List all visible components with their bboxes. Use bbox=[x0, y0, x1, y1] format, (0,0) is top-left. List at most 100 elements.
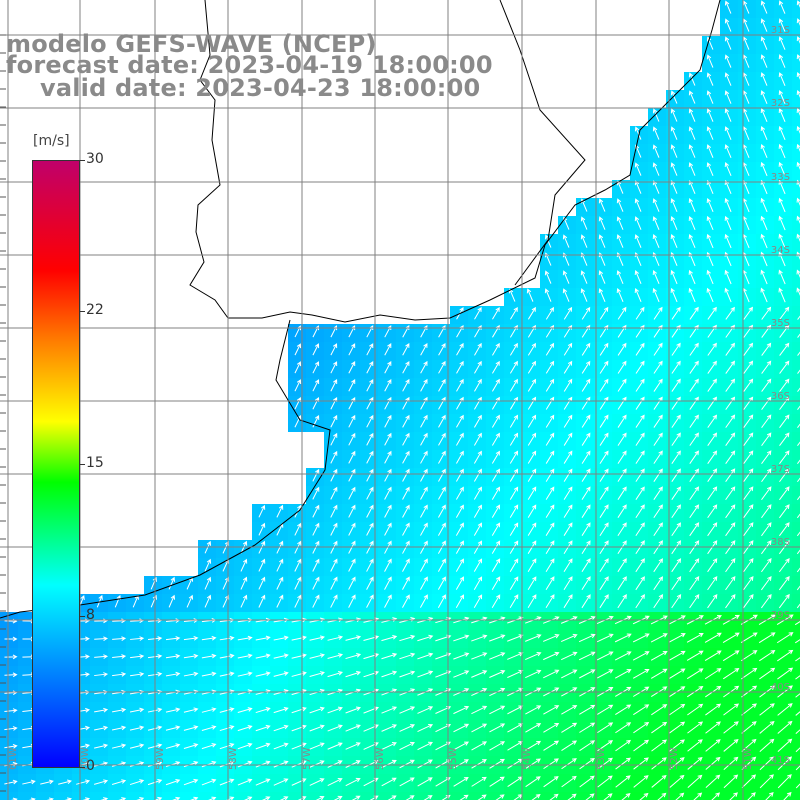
wind-arrow bbox=[94, 707, 109, 713]
wind-arrow bbox=[633, 757, 649, 770]
wind-arrow bbox=[455, 486, 464, 500]
wind-arrow bbox=[581, 576, 591, 591]
wind-arrow bbox=[453, 723, 470, 733]
wind-arrow bbox=[240, 540, 248, 554]
wind-arrow bbox=[491, 414, 500, 428]
wind-arrow bbox=[797, 387, 800, 392]
wind-arrow bbox=[453, 705, 470, 715]
wind-arrow bbox=[706, 162, 714, 176]
wind-arrow bbox=[240, 576, 248, 590]
wind-arrow bbox=[417, 777, 433, 787]
wind-arrow bbox=[402, 343, 410, 356]
colorbar bbox=[32, 160, 80, 768]
wind-arrow bbox=[652, 287, 660, 303]
wind-arrow bbox=[183, 761, 199, 768]
wind-arrow bbox=[384, 378, 392, 392]
wind-arrow bbox=[165, 636, 181, 641]
wind-arrow bbox=[438, 486, 446, 500]
wind-arrow bbox=[312, 558, 320, 572]
wind-arrow bbox=[455, 504, 464, 518]
wind-cell bbox=[288, 792, 306, 800]
colorbar-tick-label: 0 bbox=[86, 758, 95, 774]
wind-arrow bbox=[723, 721, 739, 734]
wind-arrow bbox=[761, 468, 772, 483]
wind-arrow bbox=[489, 723, 506, 733]
wind-arrow bbox=[761, 306, 772, 320]
wind-arrow bbox=[581, 558, 591, 573]
wind-arrow bbox=[671, 594, 682, 609]
wind-arrow bbox=[669, 703, 686, 716]
wind-arrow bbox=[599, 360, 609, 374]
wind-arrow bbox=[634, 198, 642, 212]
wind-arrow bbox=[688, 144, 696, 158]
wind-arrow bbox=[312, 594, 320, 608]
wind-cell bbox=[144, 792, 162, 800]
wind-cell bbox=[792, 594, 800, 612]
wind-arrow bbox=[722, 650, 740, 662]
wind-arrow bbox=[634, 216, 642, 230]
wind-arrow bbox=[294, 361, 302, 374]
wind-arrow bbox=[438, 504, 446, 518]
lagoon-coast bbox=[499, 0, 586, 286]
wind-arrow bbox=[525, 651, 542, 660]
wind-arrow bbox=[279, 796, 289, 800]
wind-cell bbox=[792, 180, 800, 198]
wind-arrow bbox=[563, 576, 573, 591]
wind-arrow bbox=[688, 198, 696, 212]
wind-arrow bbox=[599, 396, 609, 410]
wind-arrow bbox=[561, 705, 578, 715]
wind-arrow bbox=[797, 423, 800, 428]
wind-arrow bbox=[455, 594, 465, 608]
wind-cell bbox=[792, 612, 800, 630]
wind-arrow bbox=[244, 796, 253, 800]
wind-arrow bbox=[653, 414, 663, 428]
wind-cell bbox=[738, 792, 756, 800]
wind-arrow bbox=[297, 796, 307, 800]
wind-arrow bbox=[333, 795, 343, 800]
wind-arrow bbox=[743, 468, 754, 483]
wind-arrow bbox=[760, 287, 768, 303]
wind-arrow bbox=[384, 343, 392, 356]
wind-arrow bbox=[688, 72, 696, 86]
wind-arrow bbox=[330, 594, 338, 608]
wind-arrow bbox=[542, 634, 560, 642]
wind-arrow bbox=[456, 342, 464, 356]
wind-arrow bbox=[725, 306, 735, 320]
wind-arrow bbox=[797, 459, 800, 465]
wind-arrow bbox=[4, 708, 18, 713]
wind-arrow bbox=[689, 504, 700, 519]
wind-arrow bbox=[671, 306, 681, 320]
wind-cell bbox=[792, 396, 800, 414]
wind-arrow bbox=[201, 653, 217, 659]
wind-arrow bbox=[688, 90, 696, 104]
wind-arrow bbox=[743, 432, 754, 446]
wind-arrow bbox=[330, 486, 338, 500]
wind-arrow bbox=[94, 654, 109, 659]
lon-label: 60W bbox=[80, 747, 91, 770]
wind-arrow bbox=[581, 378, 591, 392]
wind-arrow bbox=[778, 125, 786, 141]
wind-arrow bbox=[545, 396, 555, 410]
wind-arrow bbox=[420, 414, 428, 428]
wind-arrow bbox=[366, 432, 374, 446]
wind-arrow bbox=[165, 778, 181, 786]
wind-arrow bbox=[402, 594, 410, 608]
wind-cell bbox=[558, 792, 576, 800]
wind-arrow bbox=[118, 797, 127, 800]
wind-arrow bbox=[669, 757, 685, 770]
wind-cell bbox=[792, 522, 800, 540]
wind-cell bbox=[792, 666, 800, 684]
wind-arrow bbox=[384, 360, 392, 374]
wind-arrow bbox=[438, 432, 446, 446]
wind-arrow bbox=[237, 635, 253, 641]
wind-arrow bbox=[384, 522, 392, 536]
wind-cell bbox=[702, 792, 720, 800]
wind-arrow bbox=[653, 486, 663, 500]
wind-arrow bbox=[437, 576, 446, 590]
wind-arrow bbox=[348, 486, 356, 500]
wind-arrow bbox=[309, 635, 325, 641]
wind-arrow bbox=[633, 775, 649, 788]
wind-arrow bbox=[563, 360, 573, 374]
wind-arrow bbox=[796, 513, 800, 519]
wind-cell bbox=[504, 792, 522, 800]
